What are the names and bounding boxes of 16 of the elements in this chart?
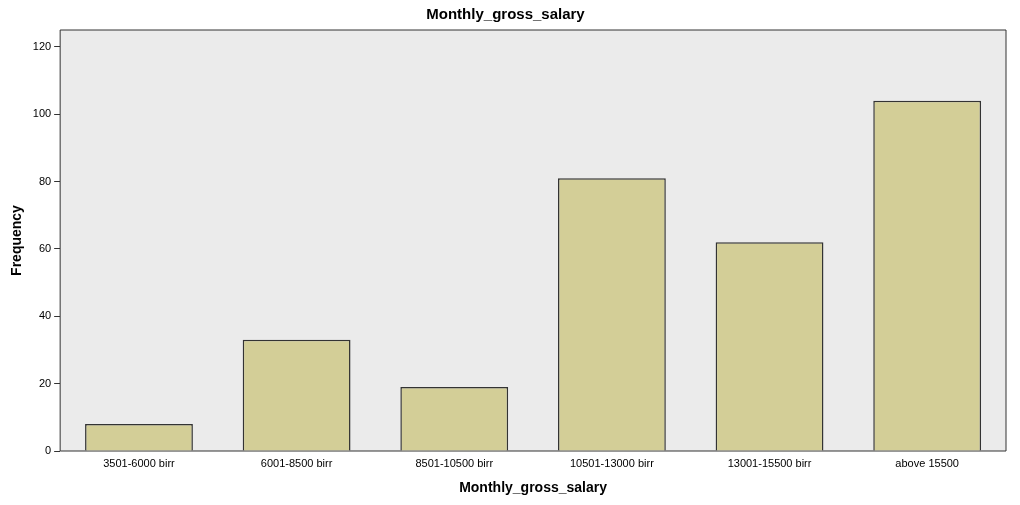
y-tick-label: 20 <box>38 376 52 389</box>
y-tick-label: 60 <box>38 241 52 254</box>
x-tick-label: above 15500 <box>895 456 959 469</box>
y-tick-label: 120 <box>32 39 52 52</box>
chart-title: Monthly_gross_salary <box>426 5 586 23</box>
x-tick-label: 10501-13000 birr <box>570 456 655 469</box>
x-axis-title: Monthly_gross_salary <box>459 479 608 496</box>
y-tick-label: 0 <box>45 444 52 457</box>
x-tick-label: 3501-6000 birr <box>103 456 176 469</box>
x-tick-label: 8501-10500 birr <box>415 456 494 469</box>
y-tick-label: 40 <box>38 309 52 322</box>
y-axis-title: Frequency <box>8 204 25 276</box>
x-tick-label: 6001-8500 birr <box>260 456 333 469</box>
y-tick-label: 80 <box>38 174 52 187</box>
y-tick-label: 100 <box>32 107 52 120</box>
x-tick-label: 13001-15500 birr <box>727 456 812 469</box>
